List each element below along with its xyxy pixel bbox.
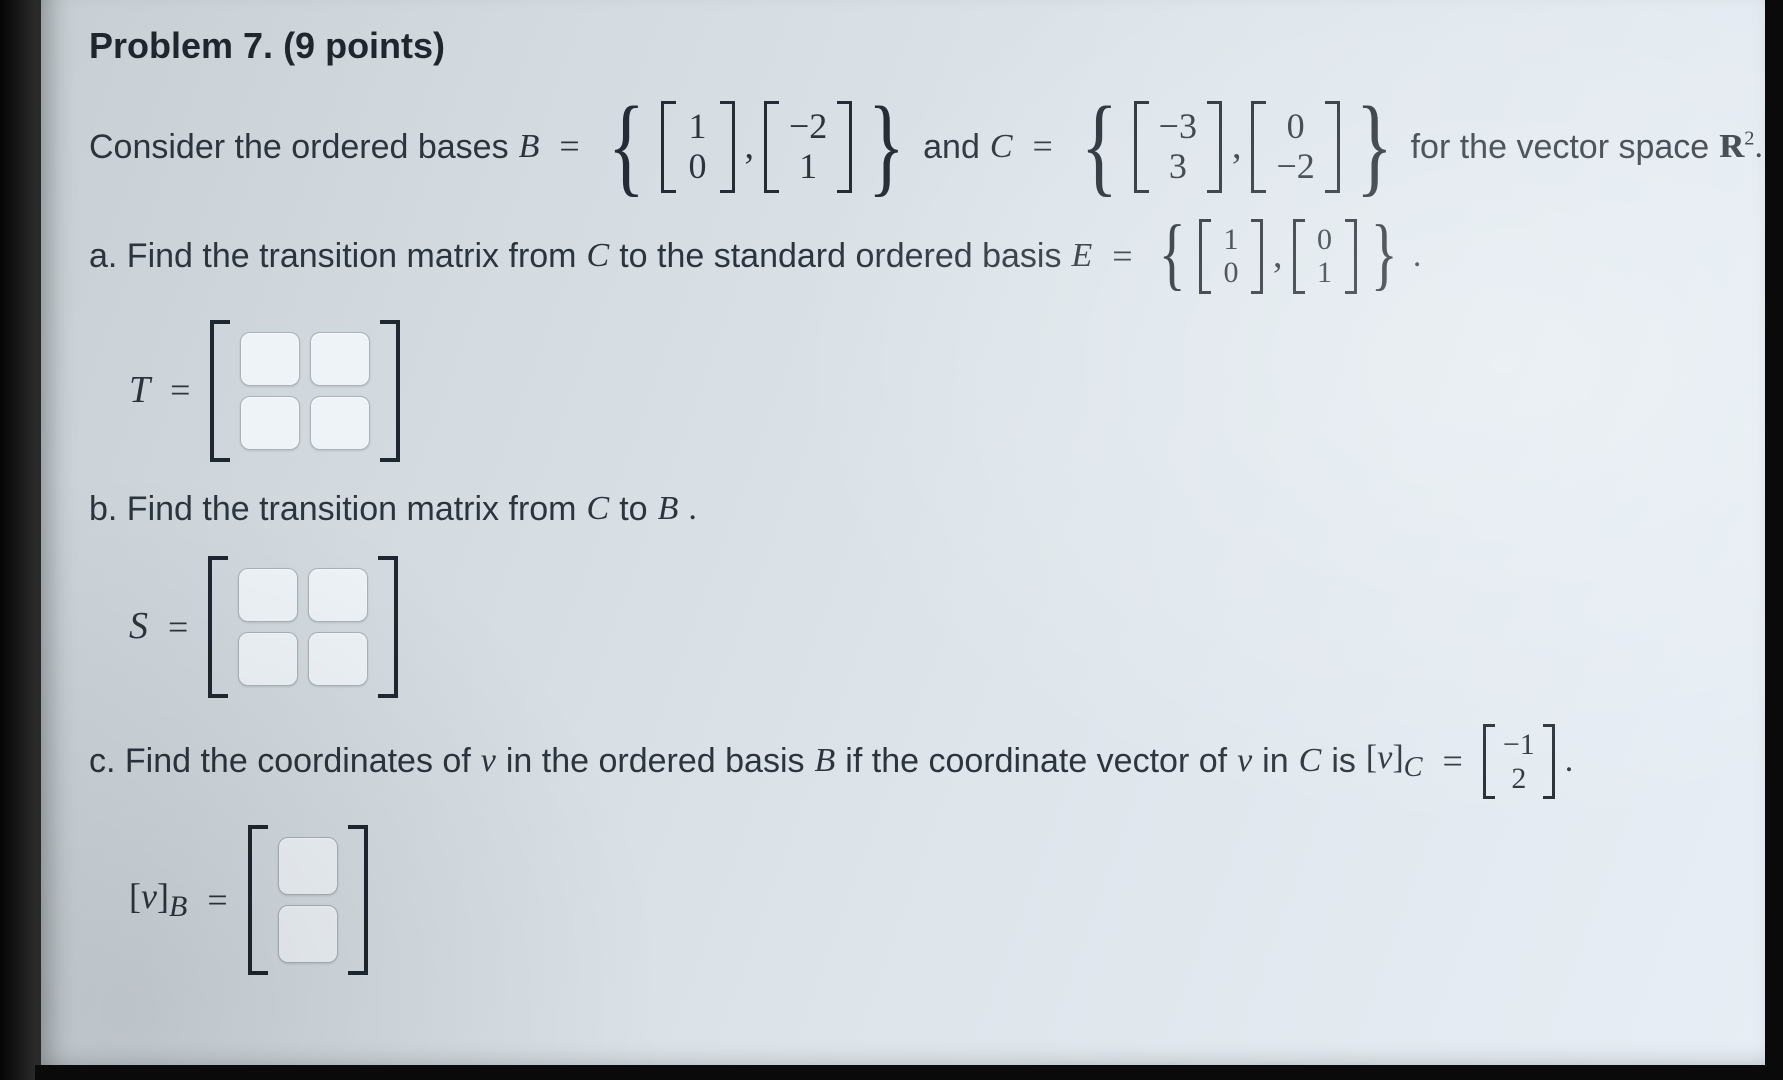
- s-input-22[interactable]: [308, 632, 368, 686]
- equals-sign: =: [158, 605, 198, 650]
- right-brace-icon: }: [1370, 224, 1397, 284]
- vb-label: [v]B: [129, 874, 187, 926]
- c-v1-row2: 3: [1157, 147, 1199, 187]
- vector-space-symbol: R2.: [1719, 125, 1763, 169]
- left-brace-icon: {: [1158, 224, 1185, 284]
- part-a-from: C: [587, 235, 610, 278]
- basis-c-vector-2: 0 −2: [1251, 101, 1339, 193]
- period: .: [688, 488, 697, 531]
- vb-input-2[interactable]: [278, 905, 338, 963]
- intro-suffix: for the vector space: [1411, 126, 1710, 169]
- s-input-12[interactable]: [308, 568, 368, 622]
- coord-v: v: [1377, 739, 1392, 776]
- basis-e-vector-1: 1 0: [1199, 219, 1263, 294]
- answer-t-row: T =: [129, 320, 1725, 462]
- matrix-t: [210, 320, 400, 462]
- vb-v: v: [141, 876, 157, 916]
- b-v1-row1: 1: [684, 107, 712, 147]
- vc-row2: 2: [1501, 762, 1537, 796]
- part-c-mid3: in: [1262, 740, 1288, 783]
- b-v1-row2: 0: [684, 147, 712, 187]
- e-v1-row2: 0: [1217, 256, 1245, 290]
- part-c-prefix: c. Find the coordinates of: [89, 740, 471, 783]
- equals-sign: =: [1433, 739, 1473, 784]
- t-label: T: [129, 367, 150, 415]
- left-brace-icon: {: [608, 104, 645, 187]
- intro-prefix: Consider the ordered bases: [89, 126, 509, 169]
- t-input-22[interactable]: [310, 396, 370, 450]
- basis-c-vector-1: −3 3: [1134, 101, 1222, 193]
- part-c-mid1: in the ordered basis: [506, 740, 805, 783]
- basis-b-set: { 1 0 , −2 1 }: [600, 101, 913, 193]
- part-c-line: c. Find the coordinates of v in the orde…: [89, 724, 1725, 799]
- part-b-to: B: [658, 488, 679, 531]
- part-c-vector: v: [481, 740, 496, 783]
- t-input-11[interactable]: [240, 332, 300, 386]
- left-brace-icon: {: [1081, 104, 1118, 187]
- vc-row1: −1: [1501, 728, 1537, 762]
- coord-notation-c: [v]C: [1366, 737, 1423, 785]
- part-a-prefix: a. Find the transition matrix from: [89, 235, 577, 278]
- coord-vector-c: −1 2: [1483, 724, 1555, 799]
- s-input-11[interactable]: [238, 568, 298, 622]
- basis-b-vector-1: 1 0: [661, 101, 735, 193]
- answer-s-row: S =: [129, 556, 1725, 698]
- comma: ,: [743, 123, 757, 171]
- e-v1-row1: 1: [1217, 223, 1245, 257]
- t-input-21[interactable]: [240, 396, 300, 450]
- part-b-line: b. Find the transition matrix from C to …: [89, 488, 1725, 531]
- b-v2-row2: 1: [787, 147, 829, 187]
- basis-e-set: { 1 0 , 0 1 }: [1153, 219, 1403, 294]
- problem-page: Problem 7. (9 points) Consider the order…: [35, 0, 1765, 1065]
- part-c-mid4: is: [1331, 740, 1356, 783]
- basis-b-label: B: [519, 126, 540, 169]
- part-a-to: E: [1072, 235, 1093, 278]
- b-v2-row1: −2: [787, 107, 829, 147]
- exponent-2: 2: [1744, 128, 1754, 150]
- basis-c-label: C: [990, 126, 1013, 169]
- period: .: [1413, 235, 1422, 278]
- comma: ,: [1230, 123, 1244, 171]
- comma: ,: [1271, 232, 1285, 280]
- equals-sign: =: [197, 878, 237, 923]
- right-brace-icon: }: [868, 104, 905, 187]
- part-c-vector2: v: [1237, 740, 1252, 783]
- intro-line: Consider the ordered bases B = { 1 0 , −…: [89, 101, 1725, 193]
- basis-c-set: { −3 3 , 0 −2 }: [1073, 101, 1401, 193]
- vb-sub-b: B: [169, 890, 187, 923]
- part-c-mid2: if the coordinate vector of: [845, 740, 1227, 783]
- intro-and: and: [923, 126, 980, 169]
- part-b-mid: to: [619, 488, 647, 531]
- e-v2-row2: 1: [1311, 256, 1339, 290]
- c-v1-row1: −3: [1157, 107, 1199, 147]
- vb-input-1[interactable]: [278, 837, 338, 895]
- part-b-from: C: [587, 488, 610, 531]
- part-a-line: a. Find the transition matrix from C to …: [89, 219, 1725, 294]
- period: .: [1565, 740, 1574, 783]
- s-input-21[interactable]: [238, 632, 298, 686]
- equals-sign: =: [160, 368, 200, 413]
- e-v2-row1: 0: [1311, 223, 1339, 257]
- basis-b-vector-2: −2 1: [764, 101, 852, 193]
- basis-e-vector-2: 0 1: [1293, 219, 1357, 294]
- c-v2-row2: −2: [1274, 147, 1316, 187]
- equals-sign: =: [1102, 234, 1142, 279]
- screen-bezel: [0, 0, 35, 1080]
- matrix-s: [208, 556, 398, 698]
- equals-sign: =: [549, 124, 589, 169]
- blackboard-r: R: [1719, 128, 1744, 165]
- equals-sign: =: [1023, 124, 1063, 169]
- t-input-12[interactable]: [310, 332, 370, 386]
- answer-vb-row: [v]B =: [129, 825, 1725, 975]
- part-c-basis1: B: [815, 740, 836, 783]
- vector-vb: [248, 825, 368, 975]
- coord-sub-c: C: [1404, 752, 1423, 783]
- c-v2-row1: 0: [1274, 107, 1316, 147]
- problem-title: Problem 7. (9 points): [89, 25, 1725, 67]
- part-c-basis2: C: [1299, 740, 1322, 783]
- part-b-prefix: b. Find the transition matrix from: [89, 488, 577, 531]
- right-brace-icon: }: [1356, 104, 1393, 187]
- s-label: S: [129, 603, 148, 651]
- part-a-mid: to the standard ordered basis: [619, 235, 1061, 278]
